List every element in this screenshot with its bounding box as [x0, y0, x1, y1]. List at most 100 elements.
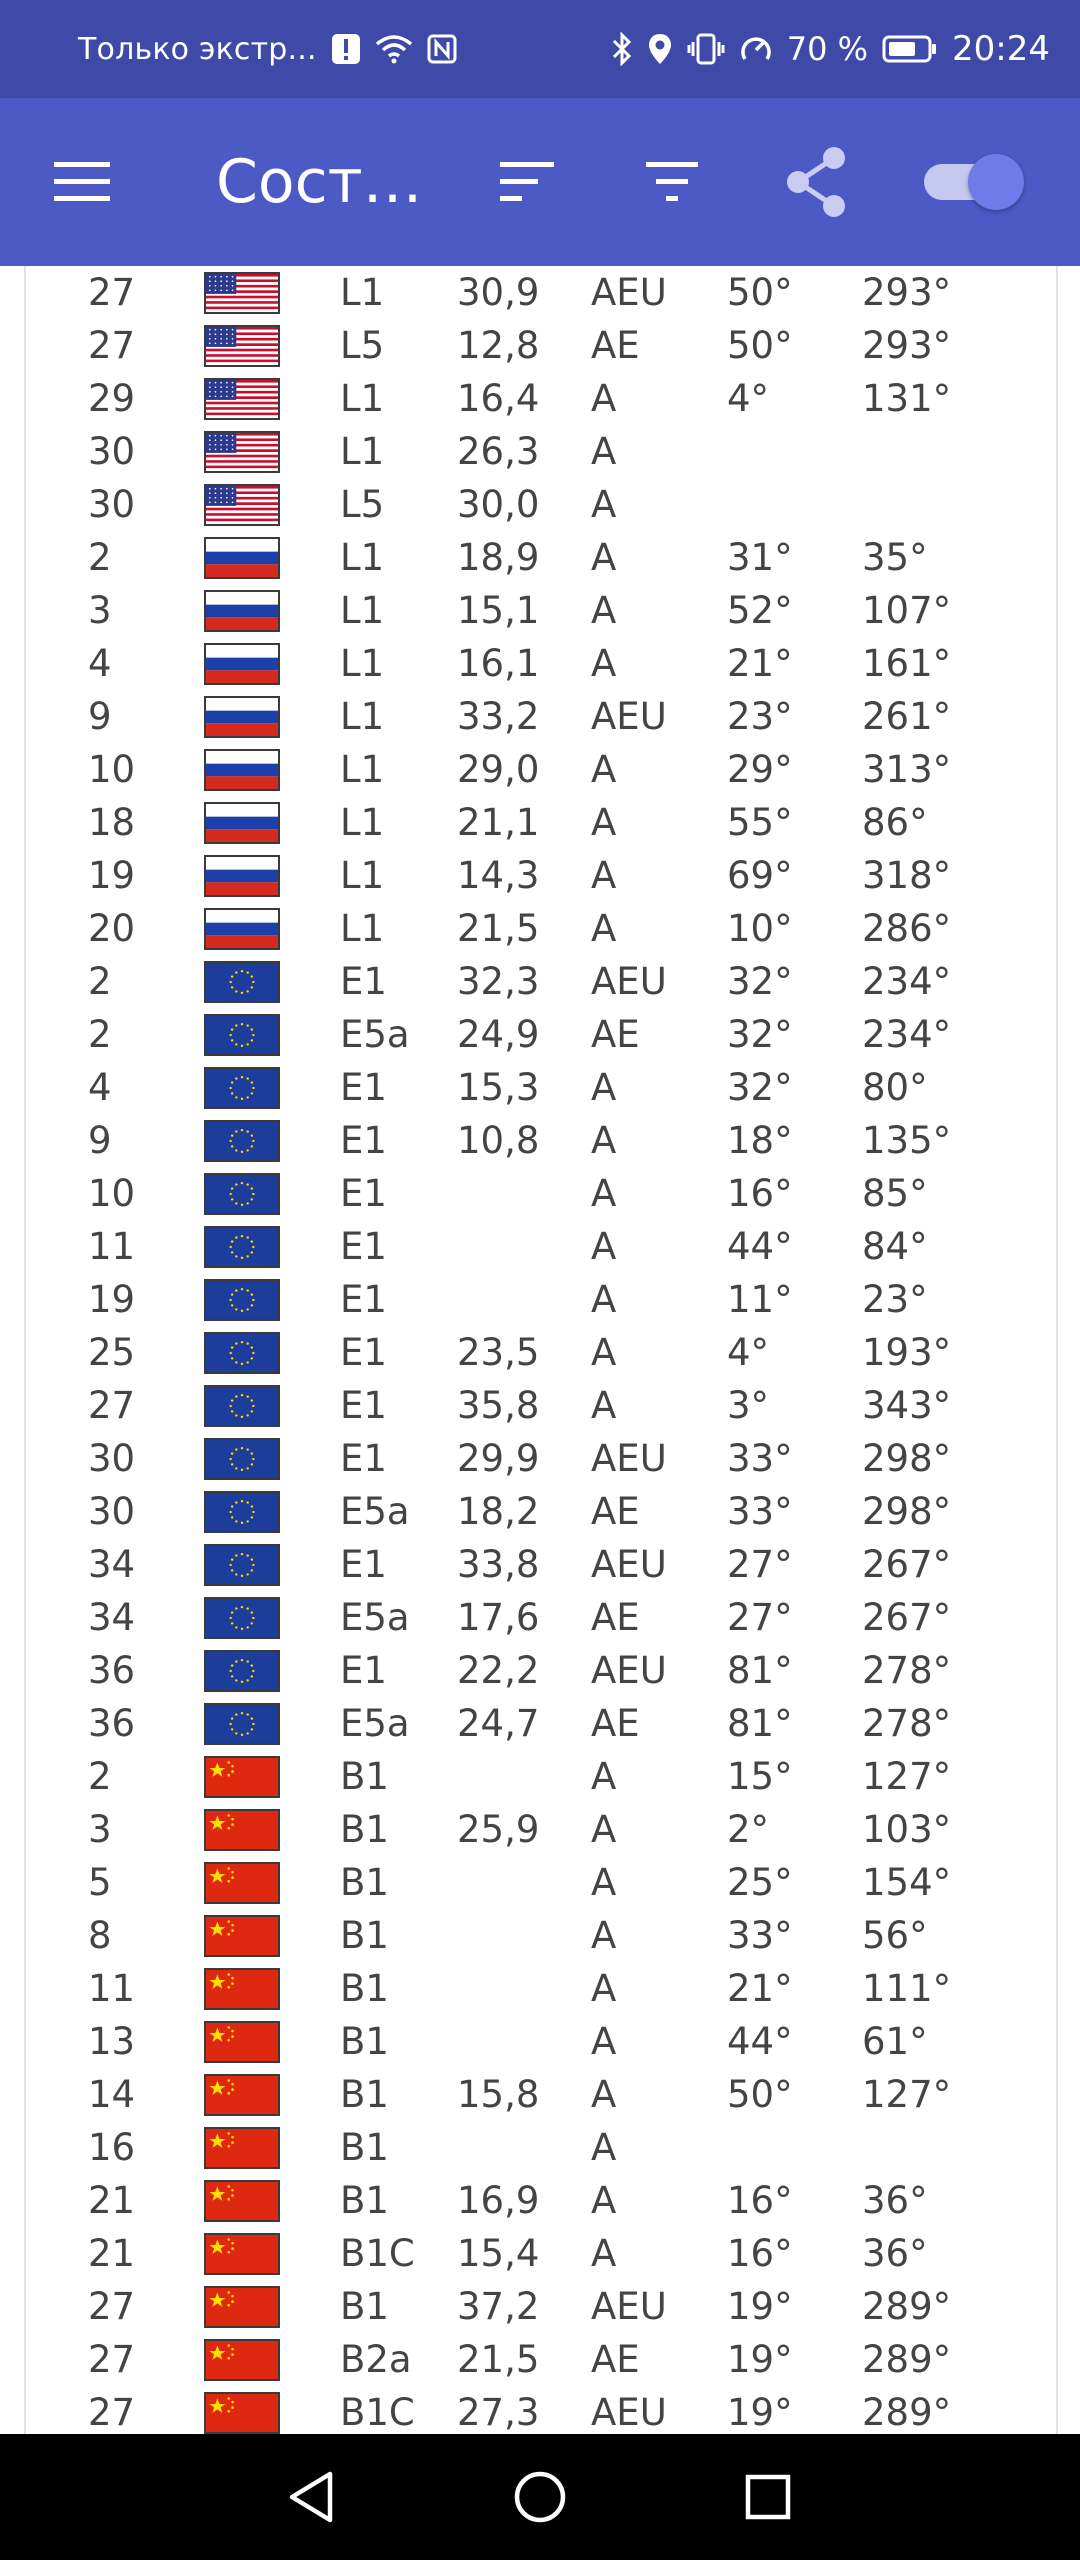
- satellite-row[interactable]: 20 L1 21,5 A 10° 286°: [0, 902, 1080, 955]
- satellite-row[interactable]: 30 E5a 18,2 AE 33° 298°: [0, 1485, 1080, 1538]
- china-flag-icon: [204, 1968, 280, 2010]
- satellite-row[interactable]: 34 E1 33,8 AEU 27° 267°: [0, 1538, 1080, 1591]
- azimuth-cell: 293°: [862, 324, 952, 367]
- satellite-row[interactable]: 27 L5 12,8 AE 50° 293°: [0, 319, 1080, 372]
- signal-cell: B1: [340, 1861, 389, 1904]
- signal-cell: L1: [340, 801, 385, 844]
- satellite-row[interactable]: 11 E1 A 44° 84°: [0, 1220, 1080, 1273]
- satellite-row[interactable]: 4 E1 15,3 A 32° 80°: [0, 1061, 1080, 1114]
- status-cell: AEU: [591, 271, 667, 314]
- menu-icon[interactable]: [52, 156, 112, 208]
- azimuth-cell: 86°: [862, 801, 928, 844]
- satellite-row[interactable]: 34 E5a 17,6 AE 27° 267°: [0, 1591, 1080, 1644]
- satellite-row[interactable]: 3 L1 15,1 A 52° 107°: [0, 584, 1080, 637]
- satellite-row[interactable]: 14 B1 15,8 A 50° 127°: [0, 2068, 1080, 2121]
- satellite-row[interactable]: 25 E1 23,5 A 4° 193°: [0, 1326, 1080, 1379]
- status-cell: A: [591, 483, 617, 526]
- app-bar: Состо...: [0, 98, 1080, 266]
- china-flag-icon: [204, 2339, 280, 2381]
- satellite-row[interactable]: 30 E1 29,9 AEU 33° 298°: [0, 1432, 1080, 1485]
- snr-cell: 33,2: [457, 695, 540, 738]
- snr-cell: 18,9: [457, 536, 540, 579]
- back-icon[interactable]: [278, 2462, 348, 2532]
- prn-cell: 16: [88, 2126, 136, 2169]
- satellite-row[interactable]: 21 B1 16,9 A 16° 36°: [0, 2174, 1080, 2227]
- share-icon[interactable]: [780, 144, 852, 220]
- satellite-row[interactable]: 2 E1 32,3 AEU 32° 234°: [0, 955, 1080, 1008]
- recent-apps-icon[interactable]: [733, 2462, 803, 2532]
- satellite-row[interactable]: 2 B1 A 15° 127°: [0, 1750, 1080, 1803]
- status-cell: A: [591, 2073, 617, 2116]
- china-flag-icon: [204, 1915, 280, 1957]
- prn-cell: 27: [88, 2285, 136, 2328]
- satellite-row[interactable]: 19 L1 14,3 A 69° 318°: [0, 849, 1080, 902]
- satellite-row[interactable]: 27 B1 37,2 AEU 19° 289°: [0, 2280, 1080, 2333]
- snr-cell: 23,5: [457, 1331, 540, 1374]
- satellite-row[interactable]: 19 E1 A 11° 23°: [0, 1273, 1080, 1326]
- filter-icon[interactable]: [642, 156, 702, 208]
- satellite-row[interactable]: 27 L1 30,9 AEU 50° 293°: [0, 266, 1080, 319]
- elevation-cell: 32°: [727, 1013, 793, 1056]
- satellite-row[interactable]: 18 L1 21,1 A 55° 86°: [0, 796, 1080, 849]
- azimuth-cell: 289°: [862, 2391, 952, 2434]
- elevation-cell: 44°: [727, 2020, 793, 2063]
- satellite-row[interactable]: 27 B1C 27,3 AEU 19° 289°: [0, 2386, 1080, 2434]
- status-cell: AEU: [591, 1437, 667, 1480]
- wifi-icon: [375, 34, 413, 64]
- china-flag-icon: [204, 2392, 280, 2434]
- satellite-row[interactable]: 21 B1C 15,4 A 16° 36°: [0, 2227, 1080, 2280]
- azimuth-cell: 234°: [862, 960, 952, 1003]
- satellite-row[interactable]: 9 L1 33,2 AEU 23° 261°: [0, 690, 1080, 743]
- snr-cell: 24,7: [457, 1702, 540, 1745]
- prn-cell: 18: [88, 801, 136, 844]
- satellite-row[interactable]: 3 B1 25,9 A 2° 103°: [0, 1803, 1080, 1856]
- azimuth-cell: 85°: [862, 1172, 928, 1215]
- satellite-row[interactable]: 30 L1 26,3 A: [0, 425, 1080, 478]
- elevation-cell: 3°: [727, 1384, 770, 1427]
- home-icon[interactable]: [505, 2462, 575, 2532]
- prn-cell: 30: [88, 1490, 136, 1533]
- satellite-row[interactable]: 36 E5a 24,7 AE 81° 278°: [0, 1697, 1080, 1750]
- satellite-row[interactable]: 9 E1 10,8 A 18° 135°: [0, 1114, 1080, 1167]
- signal-cell: E1: [340, 960, 387, 1003]
- signal-cell: L1: [340, 377, 385, 420]
- status-cell: A: [591, 1861, 617, 1904]
- satellite-row[interactable]: 27 B2a 21,5 AE 19° 289°: [0, 2333, 1080, 2386]
- signal-cell: B1: [340, 2179, 389, 2222]
- eu-flag-icon: [204, 1173, 280, 1215]
- elevation-cell: 29°: [727, 748, 793, 791]
- satellite-row[interactable]: 4 L1 16,1 A 21° 161°: [0, 637, 1080, 690]
- toggle-switch[interactable]: [924, 154, 1024, 210]
- satellite-row[interactable]: 11 B1 A 21° 111°: [0, 1962, 1080, 2015]
- satellite-row[interactable]: 13 B1 A 44° 61°: [0, 2015, 1080, 2068]
- status-cell: A: [591, 801, 617, 844]
- status-cell: A: [591, 642, 617, 685]
- prn-cell: 25: [88, 1331, 136, 1374]
- satellite-row[interactable]: 16 B1 A: [0, 2121, 1080, 2174]
- snr-cell: 10,8: [457, 1119, 540, 1162]
- status-bar-right: 70 % 20:24: [611, 0, 1050, 98]
- satellite-list-area[interactable]: 27 L1 30,9 AEU 50° 293° 27 L5 12,8 AE 50° 293° 29 L1 1…: [0, 266, 1080, 2434]
- eu-flag-icon: [204, 1385, 280, 1427]
- eu-flag-icon: [204, 1438, 280, 1480]
- prn-cell: 21: [88, 2179, 136, 2222]
- satellite-row[interactable]: 30 L5 30,0 A: [0, 478, 1080, 531]
- sort-icon[interactable]: [498, 156, 558, 208]
- satellite-row[interactable]: 2 L1 18,9 A 31° 35°: [0, 531, 1080, 584]
- elevation-cell: 19°: [727, 2391, 793, 2434]
- prn-cell: 27: [88, 1384, 136, 1427]
- satellite-row[interactable]: 10 L1 29,0 A 29° 313°: [0, 743, 1080, 796]
- elevation-cell: 52°: [727, 589, 793, 632]
- elevation-cell: 23°: [727, 695, 793, 738]
- satellite-row[interactable]: 8 B1 A 33° 56°: [0, 1909, 1080, 1962]
- china-flag-icon: [204, 2021, 280, 2063]
- satellite-row[interactable]: 36 E1 22,2 AEU 81° 278°: [0, 1644, 1080, 1697]
- prn-cell: 11: [88, 1225, 136, 1268]
- satellite-row[interactable]: 5 B1 A 25° 154°: [0, 1856, 1080, 1909]
- toggle-knob: [968, 154, 1024, 210]
- satellite-row[interactable]: 2 E5a 24,9 AE 32° 234°: [0, 1008, 1080, 1061]
- satellite-row[interactable]: 29 L1 16,4 A 4° 131°: [0, 372, 1080, 425]
- satellite-row[interactable]: 10 E1 A 16° 85°: [0, 1167, 1080, 1220]
- azimuth-cell: 343°: [862, 1384, 952, 1427]
- satellite-row[interactable]: 27 E1 35,8 A 3° 343°: [0, 1379, 1080, 1432]
